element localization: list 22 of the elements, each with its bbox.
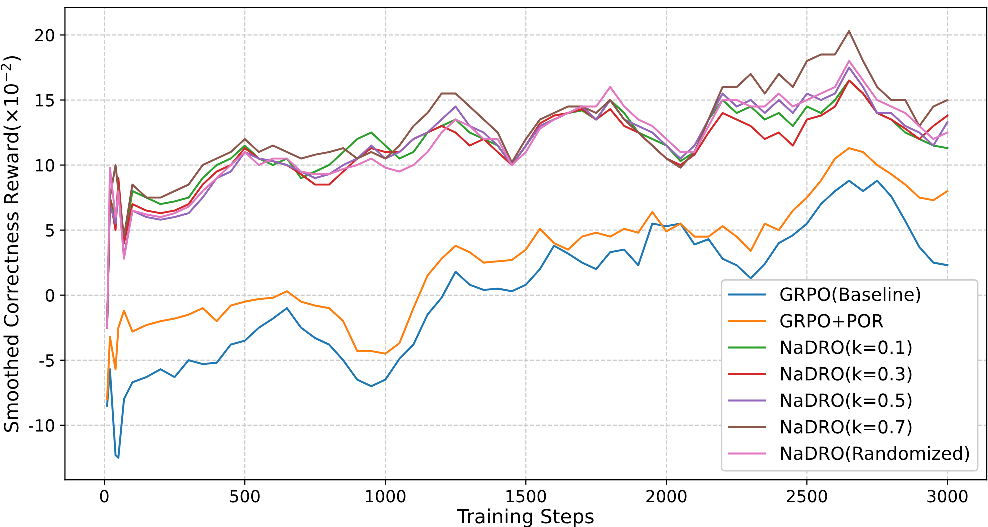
x-tick-label: 2000: [646, 490, 687, 503]
y-axis-title: Smoothed Correctness Reward(×10$^{−2}$): [0, 56, 22, 432]
y-tick-label: 20: [36, 29, 54, 42]
legend-label: NaDRO(k=0.5): [781, 393, 912, 410]
x-tick-label: 0: [100, 490, 109, 503]
x-tick-label: 500: [230, 490, 260, 503]
legend-label: GRPO+POR: [780, 314, 884, 328]
y-tick-label: -10: [29, 419, 54, 432]
x-tick-label: 3000: [928, 490, 968, 503]
legend-label: GRPO(Baseline): [780, 287, 920, 304]
y-tick-label: 0: [46, 289, 54, 302]
y-tick-label: 15: [36, 94, 54, 107]
legend-label: NaDRO(Randomized): [781, 446, 970, 462]
x-tick-label: 1500: [506, 490, 546, 503]
y-tick-label: 5: [46, 224, 54, 237]
legend-label: NaDRO(k=0.7): [781, 420, 912, 436]
legend-label: NaDRO(k=0.1): [781, 340, 912, 356]
y-tick-label: -5: [40, 354, 54, 367]
x-tick-label: 2500: [787, 490, 828, 503]
legend-label: NaDRO(k=0.3): [781, 366, 912, 383]
x-tick-label: 1000: [366, 490, 406, 503]
y-tick-label: 10: [36, 159, 54, 172]
